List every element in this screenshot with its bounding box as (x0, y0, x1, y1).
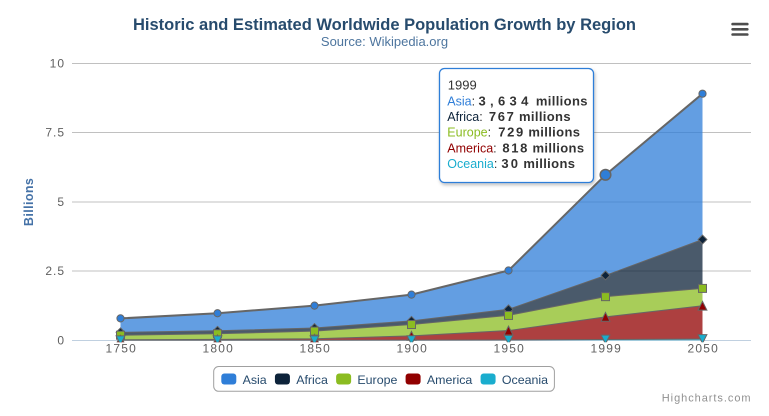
svg-text:Europe:: Europe: (447, 126, 491, 140)
svg-text:Oceania:: Oceania: (447, 157, 497, 171)
svg-text:7.5: 7.5 (45, 126, 65, 140)
svg-text:millions: millions (536, 93, 588, 108)
svg-text:Highcharts.com: Highcharts.com (662, 393, 752, 405)
svg-text:767: 767 (489, 109, 516, 124)
svg-text:2.5: 2.5 (45, 264, 65, 278)
svg-text:1950: 1950 (494, 342, 526, 356)
svg-text:1999: 1999 (448, 77, 477, 92)
svg-text:3,634: 3,634 (479, 93, 533, 108)
svg-text:Africa: Africa (296, 373, 328, 387)
svg-text:America: America (427, 373, 473, 387)
svg-text:1850: 1850 (300, 342, 332, 356)
svg-text:millions: millions (523, 156, 575, 171)
svg-text:millions: millions (519, 109, 571, 124)
svg-text:1800: 1800 (203, 342, 235, 356)
svg-text:millions: millions (528, 125, 580, 140)
svg-text:Asia:: Asia: (447, 94, 475, 108)
svg-text:818: 818 (502, 141, 529, 156)
svg-text:1750: 1750 (106, 342, 138, 356)
svg-text:America:: America: (447, 142, 496, 156)
svg-text:0: 0 (57, 333, 65, 347)
svg-text:30: 30 (501, 156, 520, 171)
svg-text:Billions: Billions (22, 178, 36, 226)
svg-text:Asia: Asia (243, 373, 267, 387)
svg-text:Africa:: Africa: (447, 110, 482, 124)
svg-text:1999: 1999 (591, 342, 623, 356)
svg-text:729: 729 (498, 125, 525, 140)
svg-text:Europe: Europe (357, 373, 397, 387)
svg-text:2050: 2050 (688, 342, 720, 356)
svg-text:1900: 1900 (397, 342, 429, 356)
svg-text:Oceania: Oceania (502, 373, 548, 387)
svg-text:millions: millions (533, 141, 585, 156)
svg-text:Historic and Estimated Worldwi: Historic and Estimated Worldwide Populat… (133, 16, 636, 34)
svg-text:Source: Wikipedia.org: Source: Wikipedia.org (321, 34, 448, 49)
svg-text:5: 5 (57, 195, 65, 209)
svg-text:10: 10 (50, 57, 65, 71)
